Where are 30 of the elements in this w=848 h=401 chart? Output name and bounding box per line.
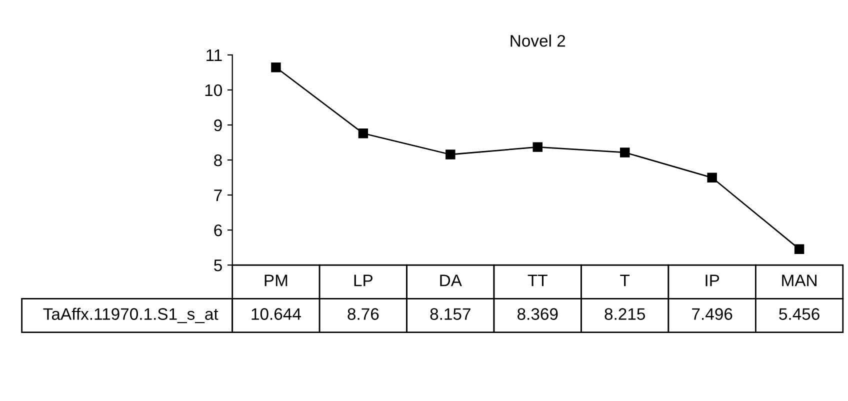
point [446,150,456,160]
data-label: 10.644 [252,308,301,320]
data-label: 7.496 [692,308,732,320]
chart-title: Novel 2 [510,34,566,47]
point [620,148,630,158]
y-tick-label: 11 [206,50,222,61]
x-tick-label: PM [264,274,288,286]
point [271,62,281,72]
point [707,172,717,183]
y-tick-label: 7 [214,190,222,202]
y-tick-label: 10 [205,84,222,96]
x-tick-label: LP [354,274,372,286]
data-label: 8.369 [518,308,558,320]
data-label: 5.456 [779,308,820,320]
x-tick-label: DA [440,274,462,286]
text: TaAffx.11970.1.S1_s_at [43,308,218,324]
data-label: 8.215 [604,308,646,320]
x-tick-label: TT [528,274,548,286]
y-tick-label: 6 [214,224,222,236]
point [794,244,804,254]
y-tick-label: 9 [214,119,222,132]
data-label: 8.76 [348,308,379,320]
data-label: 8.157 [430,308,470,320]
point [358,128,368,138]
x-tick-label: MAN [782,274,816,286]
point [532,142,542,152]
x-tick-label: IP [706,274,720,286]
x-tick-label: T [620,274,630,286]
y-tick-label: 8 [214,154,222,166]
y-tick-label: 5 [214,260,222,272]
